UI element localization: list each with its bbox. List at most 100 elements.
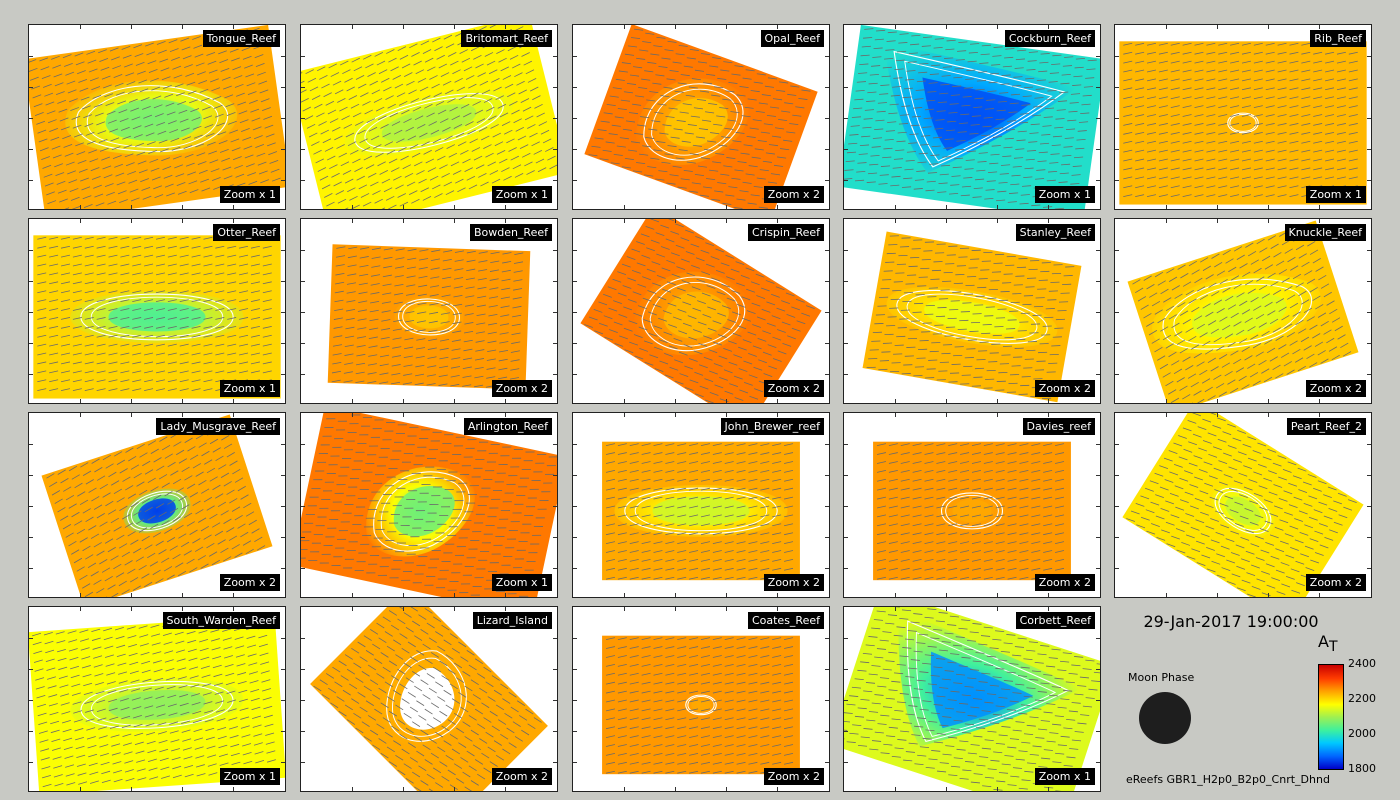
zoom-level-label: Zoom x 2 xyxy=(1034,574,1095,591)
colorbar-tick-label: 2400 xyxy=(1348,657,1376,670)
zoom-level-label: Zoom x 1 xyxy=(1034,768,1095,785)
colorbar-tick-label: 2200 xyxy=(1348,692,1376,705)
reef-domain xyxy=(844,25,1100,209)
reef-name-label: Tongue_Reef xyxy=(202,30,280,47)
reef-contour xyxy=(896,290,1048,344)
reef-panel: Lady_Musgrave_Reef Zoom x 2 xyxy=(28,412,286,598)
reef-name-label: Crispin_Reef xyxy=(747,224,824,241)
reef-map xyxy=(41,414,273,597)
alkalinity-core xyxy=(691,698,711,712)
reef-name-label: Davies_reef xyxy=(1022,418,1095,435)
reef-panel: Peart_Reef_2 Zoom x 2 xyxy=(1114,412,1372,598)
reef-contour xyxy=(906,620,1070,743)
current-vectors xyxy=(588,28,811,209)
reef-domain xyxy=(580,219,822,403)
colorbar-title: AT xyxy=(1318,632,1338,655)
zoom-level-label: Zoom x 2 xyxy=(1305,380,1366,397)
zoom-level-label: Zoom x 1 xyxy=(1305,186,1366,203)
zoom-level-label: Zoom x 2 xyxy=(219,574,280,591)
alkalinity-core xyxy=(1192,292,1287,338)
current-vectors xyxy=(313,607,542,791)
current-vectors xyxy=(331,246,524,389)
reef-name-label: Coates_Reef xyxy=(747,612,824,629)
reef-map xyxy=(844,607,1100,791)
reef-contour xyxy=(1214,487,1272,534)
reef-domain xyxy=(1119,41,1367,205)
colorbar-variable: A xyxy=(1318,632,1329,651)
reef-panel: John_Brewer_reef Zoom x 2 xyxy=(572,412,830,598)
reef-map xyxy=(584,25,818,209)
reef-map xyxy=(327,244,531,390)
reef-contour xyxy=(634,490,768,532)
reef-domain xyxy=(1122,413,1364,597)
current-vectors xyxy=(29,27,281,209)
current-vectors xyxy=(1132,224,1352,403)
colorbar-tick-label: 2000 xyxy=(1348,727,1376,740)
reef-name-label: Opal_Reef xyxy=(760,30,824,47)
reef-name-label: Peart_Reef_2 xyxy=(1286,418,1366,435)
reef-panel: South_Warden_Reef Zoom x 1 xyxy=(28,606,286,792)
reef-domain xyxy=(29,614,285,791)
reef-contour xyxy=(354,93,504,153)
alkalinity-core xyxy=(393,486,455,537)
zoom-level-label: Zoom x 1 xyxy=(1034,186,1095,203)
alkalinity-core xyxy=(930,651,1034,729)
reef-map xyxy=(844,25,1100,209)
reef-contour xyxy=(126,490,188,532)
reef-panel: Arlington_Reef Zoom x 1 xyxy=(300,412,558,598)
reef-contour xyxy=(1229,114,1257,132)
reef-contour xyxy=(651,88,738,156)
zoom-level-label: Zoom x 1 xyxy=(219,768,280,785)
reef-map xyxy=(33,235,281,399)
zoom-level-label: Zoom x 2 xyxy=(763,768,824,785)
current-vectors xyxy=(605,443,794,580)
alkalinity-core xyxy=(1225,496,1261,526)
alkalinity-core xyxy=(922,77,1031,151)
zoom-level-label: Zoom x 2 xyxy=(1034,380,1095,397)
current-vectors xyxy=(301,414,557,597)
reef-name-label: Rib_Reef xyxy=(1310,30,1366,47)
reef-domain xyxy=(873,441,1071,581)
moon-phase-icon xyxy=(1139,692,1191,744)
reef-contour xyxy=(687,696,715,714)
zoom-level-label: Zoom x 1 xyxy=(219,380,280,397)
reef-map xyxy=(602,635,800,775)
reef-domain xyxy=(29,25,285,209)
colorbar-variable-subscript: T xyxy=(1328,639,1338,656)
reef-name-label: Cockburn_Reef xyxy=(1004,30,1095,47)
reef-contour xyxy=(940,492,1004,530)
reef-contour xyxy=(75,85,228,153)
reef-name-label: South_Warden_Reef xyxy=(162,612,280,629)
reef-name-label: Corbett_Reef xyxy=(1015,612,1095,629)
reef-domain xyxy=(33,235,281,399)
reef-name-label: Lizard_Island xyxy=(472,612,552,629)
reef-name-label: Otter_Reef xyxy=(213,224,280,241)
reef-name-label: Arlington_Reef xyxy=(463,418,552,435)
reef-contour xyxy=(915,631,1057,737)
reef-panel: Crispin_Reef Zoom x 2 xyxy=(572,218,830,404)
reef-contour xyxy=(90,296,224,338)
zoom-level-label: Zoom x 1 xyxy=(491,186,552,203)
reef-map xyxy=(301,25,557,209)
reef-panel: Knuckle_Reef Zoom x 2 xyxy=(1114,218,1372,404)
reef-domain xyxy=(602,441,800,581)
reef-domain xyxy=(844,607,1100,791)
reef-contour xyxy=(373,471,470,552)
timestamp: 29-Jan-2017 19:00:00 xyxy=(1143,612,1319,631)
reef-panel: Opal_Reef Zoom x 2 xyxy=(572,24,830,210)
reef-contour xyxy=(1173,283,1303,346)
current-vectors xyxy=(584,219,815,403)
alkalinity-core xyxy=(652,496,750,526)
reef-domain xyxy=(862,231,1082,403)
reef-panel: Bowden_Reef Zoom x 2 xyxy=(300,218,558,404)
reef-domain xyxy=(584,25,818,209)
reef-map xyxy=(602,441,800,581)
zoom-level-label: Zoom x 2 xyxy=(1305,574,1366,591)
reef-panel: Otter_Reef Zoom x 1 xyxy=(28,218,286,404)
reef-panel: Davies_reef Zoom x 2 xyxy=(843,412,1101,598)
reef-contour xyxy=(904,60,1053,162)
reef-name-label: Bowden_Reef xyxy=(469,224,552,241)
current-vectors xyxy=(32,617,277,788)
reef-panel: Lizard_Island Zoom x 2 xyxy=(300,606,558,792)
reef-contour xyxy=(624,487,778,535)
